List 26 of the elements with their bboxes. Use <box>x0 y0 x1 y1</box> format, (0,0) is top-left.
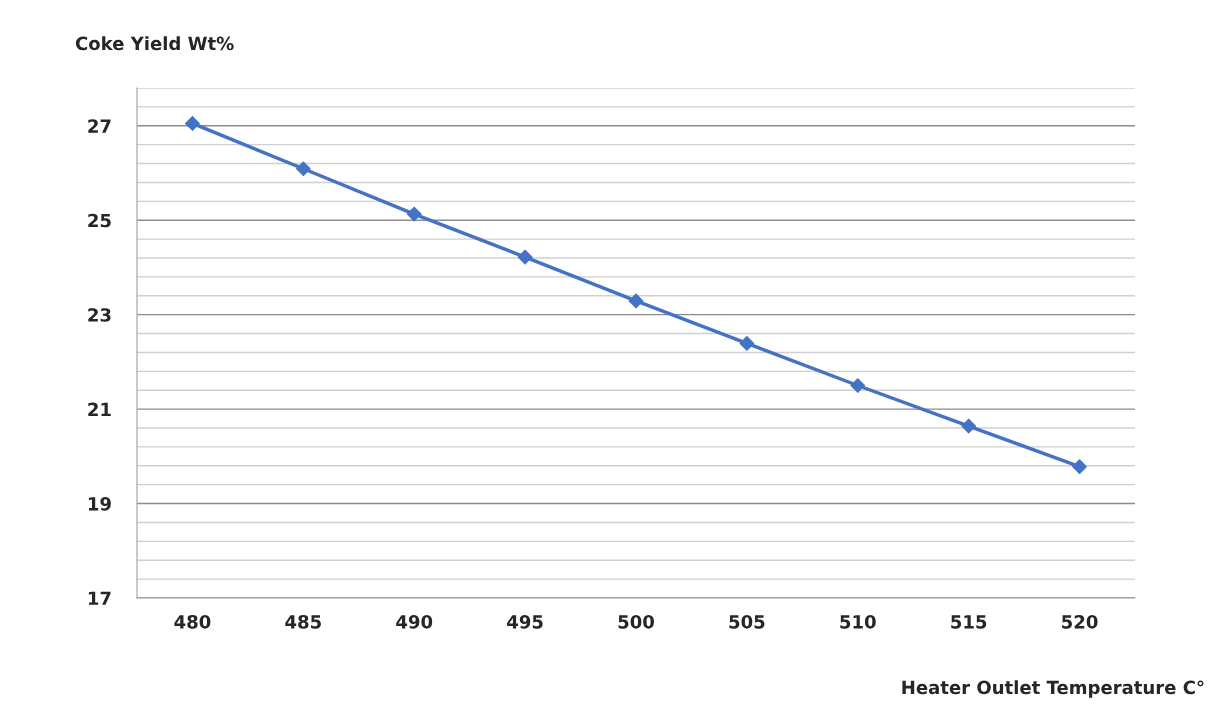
y-tick-label: 27 <box>88 119 111 133</box>
point <box>961 418 977 434</box>
point <box>850 378 866 393</box>
point <box>517 249 533 265</box>
y-tick-label: 23 <box>88 308 111 322</box>
x-tick-label: 485 <box>285 614 321 629</box>
x-tick-label: 510 <box>840 614 876 629</box>
x-tick-label: 505 <box>729 614 765 629</box>
point <box>1072 459 1087 475</box>
x-tick-label: 490 <box>396 614 433 629</box>
x-tick-label: 495 <box>507 615 543 629</box>
x-tick-label: 500 <box>618 614 654 629</box>
x-axis-title: Heater Outlet Temperature C° <box>902 680 1204 698</box>
y-axis-title: Coke Yield Wt% <box>75 36 234 51</box>
point <box>739 336 755 351</box>
x-tick-label: 520 <box>1062 614 1098 629</box>
y-tick-label: 19 <box>88 497 111 511</box>
point <box>185 116 200 131</box>
point <box>628 293 644 309</box>
y-tick-label: 21 <box>88 402 111 416</box>
point <box>406 206 422 222</box>
x-tick-label: 515 <box>951 615 987 629</box>
x-tick-label: 480 <box>174 614 211 629</box>
y-tick-label: 17 <box>88 591 111 605</box>
y-tick-label: 25 <box>88 213 111 228</box>
point <box>295 161 311 177</box>
